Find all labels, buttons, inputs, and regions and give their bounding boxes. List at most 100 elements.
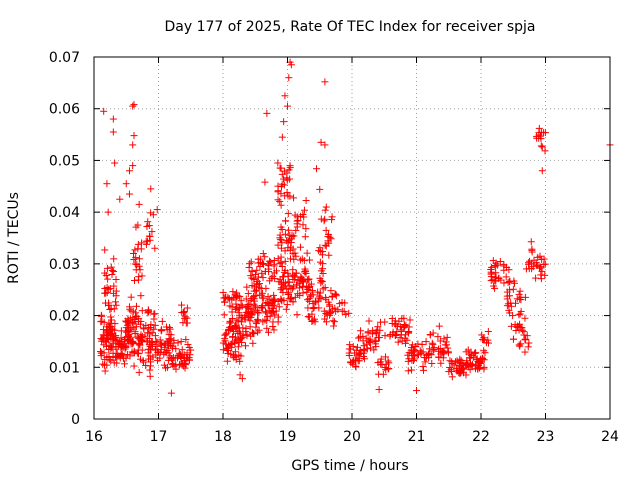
- data-points: [96, 58, 614, 397]
- data-point: [172, 365, 180, 373]
- data-point: [132, 302, 140, 310]
- data-point: [325, 251, 333, 259]
- data-point: [103, 180, 111, 188]
- data-point: [537, 275, 545, 283]
- data-point: [537, 132, 545, 140]
- data-point: [243, 308, 251, 316]
- data-point: [133, 349, 141, 357]
- data-point: [347, 359, 355, 367]
- data-point: [263, 324, 271, 332]
- data-point: [100, 361, 108, 369]
- data-point: [315, 294, 323, 302]
- data-point: [278, 133, 286, 141]
- data-point: [167, 335, 175, 343]
- data-point: [100, 107, 108, 115]
- data-point: [491, 277, 499, 285]
- data-point: [321, 141, 329, 149]
- data-point: [420, 366, 428, 374]
- data-point: [249, 330, 257, 338]
- data-point: [135, 368, 143, 376]
- data-point: [528, 246, 536, 254]
- data-point: [296, 256, 304, 264]
- data-point: [99, 360, 107, 368]
- data-point: [513, 323, 521, 331]
- data-point: [280, 268, 288, 276]
- data-point: [101, 367, 109, 375]
- data-point: [290, 272, 298, 280]
- data-point: [167, 331, 175, 339]
- data-point: [242, 304, 250, 312]
- data-point: [101, 269, 109, 277]
- data-point: [149, 211, 157, 219]
- data-point: [405, 328, 413, 336]
- data-point: [496, 258, 504, 266]
- data-point: [172, 345, 180, 353]
- data-point: [135, 255, 143, 263]
- axis-ticks: [93, 56, 611, 420]
- data-point: [147, 321, 155, 329]
- data-point: [150, 310, 158, 318]
- data-point: [140, 324, 148, 332]
- data-point: [274, 159, 282, 167]
- data-point: [272, 307, 280, 315]
- data-point: [283, 237, 291, 245]
- data-point: [166, 325, 174, 333]
- data-point: [124, 336, 132, 344]
- data-point: [236, 371, 244, 379]
- data-point: [541, 129, 549, 137]
- data-point: [276, 197, 284, 205]
- data-point: [360, 355, 368, 363]
- y-tick-label: 0.03: [49, 257, 80, 273]
- data-point: [521, 335, 529, 343]
- data-point: [261, 253, 269, 261]
- data-point: [259, 259, 267, 267]
- data-point: [167, 389, 175, 397]
- data-point: [510, 277, 518, 285]
- data-point: [474, 357, 482, 365]
- data-point: [309, 305, 317, 313]
- data-point: [382, 353, 390, 361]
- data-point: [284, 210, 292, 218]
- data-point: [260, 294, 268, 302]
- data-point: [232, 353, 240, 361]
- data-point: [110, 359, 118, 367]
- grid-lines: [94, 57, 610, 419]
- data-point: [221, 331, 229, 339]
- data-point: [304, 296, 312, 304]
- data-point: [263, 317, 271, 325]
- data-point: [467, 351, 475, 359]
- data-point: [270, 326, 278, 334]
- data-point: [521, 336, 529, 344]
- data-point: [127, 293, 135, 301]
- data-point: [292, 226, 300, 234]
- x-tick-label: 24: [601, 429, 619, 445]
- data-point: [105, 346, 113, 354]
- data-point: [226, 302, 234, 310]
- data-point: [428, 360, 436, 368]
- data-point: [283, 301, 291, 309]
- data-point: [156, 349, 164, 357]
- data-point: [233, 293, 241, 301]
- data-point: [110, 289, 118, 297]
- data-point: [321, 206, 329, 214]
- data-point: [103, 289, 111, 297]
- data-point: [161, 344, 169, 352]
- x-tick-label: 18: [214, 429, 232, 445]
- data-point: [410, 348, 418, 356]
- data-point: [111, 326, 119, 334]
- data-point: [273, 267, 281, 275]
- data-point: [342, 311, 350, 319]
- data-point: [345, 309, 353, 317]
- data-point: [232, 294, 240, 302]
- data-point: [417, 350, 425, 358]
- data-point: [428, 339, 436, 347]
- data-point: [264, 293, 272, 301]
- data-point: [455, 369, 463, 377]
- data-point: [276, 236, 284, 244]
- data-point: [255, 309, 263, 317]
- data-point: [541, 271, 549, 279]
- data-point: [136, 355, 144, 363]
- data-point: [290, 194, 298, 202]
- data-point: [277, 223, 285, 231]
- data-point: [143, 240, 151, 248]
